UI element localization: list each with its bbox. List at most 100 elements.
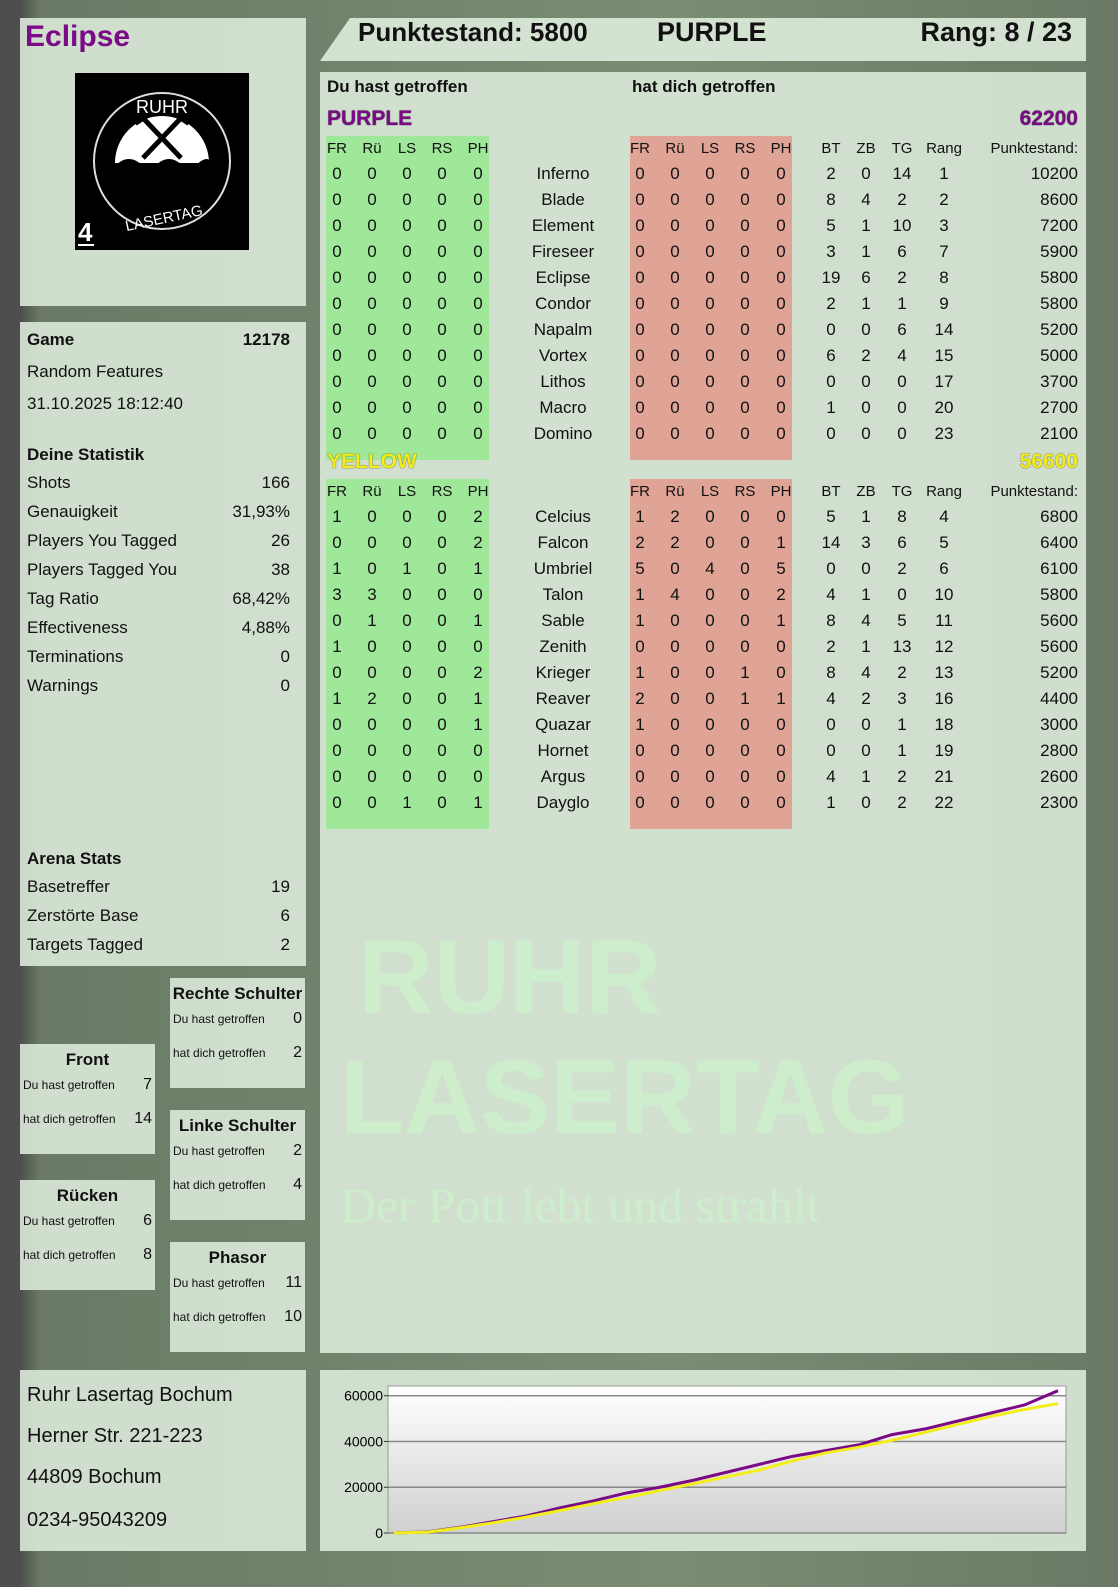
stat-value: 0 — [861, 164, 871, 183]
hit-by-count: 0 — [740, 507, 750, 526]
stat-value: 2 — [897, 559, 907, 578]
hit-count: 0 — [332, 611, 342, 630]
hit-by-count: 1 — [635, 585, 645, 604]
hit-by-count: 0 — [705, 663, 715, 682]
hit-count: 1 — [332, 559, 342, 578]
hit-count: 0 — [402, 216, 412, 235]
stat-value: 1 — [861, 767, 871, 786]
phone-number: 0234-95043209 — [27, 1509, 168, 1531]
stat-value: 19 — [821, 268, 841, 287]
hit-count: 0 — [332, 242, 342, 261]
y-tick-label: 60000 — [344, 1388, 383, 1404]
hit-count: 0 — [332, 320, 342, 339]
hit-by-count: 0 — [635, 320, 645, 339]
hit-count: 0 — [402, 268, 412, 287]
hit-by-count: 0 — [740, 424, 750, 443]
hit-count: 1 — [332, 637, 342, 656]
stat-value: 26 — [271, 531, 290, 550]
hit-count: 2 — [367, 689, 377, 708]
player-name: Eclipse — [25, 20, 131, 53]
hit-count: 0 — [437, 689, 447, 708]
stat-value: 14 — [892, 164, 912, 183]
col-header: Punktestand: — [990, 140, 1078, 157]
hit-by-count: 0 — [740, 611, 750, 630]
hit-count: 0 — [332, 346, 342, 365]
stat-value: 0 — [826, 372, 836, 391]
hit-by-count: 0 — [776, 767, 786, 786]
hit-count: 0 — [332, 793, 342, 812]
hit-by-count: 0 — [705, 216, 715, 235]
stat-value: 8 — [826, 190, 836, 209]
player-score: 5900 — [1040, 242, 1078, 261]
hit-by-count: 0 — [740, 398, 750, 417]
stat-value: 1 — [861, 585, 871, 604]
hit-count: 0 — [367, 663, 377, 682]
hit-by-count: 0 — [740, 190, 750, 209]
hit-by-column-bg — [630, 136, 792, 460]
hit-by-count: 0 — [740, 320, 750, 339]
zone-title: Phasor — [208, 1248, 267, 1267]
hit-count: 0 — [402, 611, 412, 630]
hit-count: 0 — [473, 190, 483, 209]
hit-by-count: 0 — [776, 190, 786, 209]
stat-value: 5 — [826, 216, 836, 235]
hit-by-count: 0 — [670, 320, 680, 339]
col-header: Rü — [362, 140, 382, 157]
player-score: 2100 — [1040, 424, 1078, 443]
stat-label: Shots — [27, 473, 71, 492]
hit-count: 0 — [402, 242, 412, 261]
address-line: Ruhr Lasertag Bochum — [27, 1384, 233, 1406]
col-header: RS — [431, 140, 453, 157]
player-name: Element — [531, 216, 595, 235]
hit-by-count: 0 — [635, 767, 645, 786]
arena-stat-label: Targets Tagged — [27, 935, 143, 954]
col-header: Punktestand: — [990, 483, 1078, 500]
arena-stat-value: 19 — [271, 877, 290, 896]
hit-count: 0 — [473, 320, 483, 339]
hit-by-count: 5 — [776, 559, 786, 578]
hit-by-count: 0 — [670, 294, 680, 313]
game-panel: Game 12178 Random Features 31.10.2025 18… — [20, 322, 306, 966]
player-score: 5800 — [1040, 585, 1078, 604]
zone-hit-value: 7 — [143, 1076, 152, 1093]
player-name: Fireseer — [531, 242, 595, 261]
hit-count: 0 — [473, 637, 483, 656]
stat-value: 0 — [280, 676, 290, 695]
zone-hit-by-label: hat dich getroffen — [173, 1310, 266, 1324]
hit-count: 0 — [402, 585, 412, 604]
hit-count: 0 — [437, 424, 447, 443]
player-score: 6100 — [1040, 559, 1078, 578]
stat-label: Tag Ratio — [27, 589, 99, 608]
stat-value: 4,88% — [241, 618, 290, 637]
team-name: PURPLE — [327, 107, 413, 130]
arena-stat-label: Basetreffer — [27, 877, 110, 896]
col-header: LS — [700, 140, 720, 157]
stat-value: 13 — [934, 663, 954, 682]
svg-text:LASERTAG: LASERTAG — [124, 202, 204, 235]
hit-by-count: 1 — [740, 689, 750, 708]
player-score: 2300 — [1040, 793, 1078, 812]
player-name: Reaver — [535, 689, 591, 708]
col-header: BT — [821, 483, 841, 500]
chart-panel: 0 20000 40000 60000 — [320, 1370, 1086, 1551]
hit-count: 0 — [402, 767, 412, 786]
score-heading: Punktestand: 5800 — [358, 17, 588, 47]
stat-value: 4 — [826, 689, 836, 708]
hit-by-count: 0 — [670, 611, 680, 630]
hit-count: 1 — [473, 689, 483, 708]
player-name: Talon — [542, 585, 584, 604]
hit-count: 0 — [367, 242, 377, 261]
stat-value: 4 — [826, 585, 836, 604]
hit-count: 3 — [367, 585, 377, 604]
stat-value: 68,42% — [232, 589, 290, 608]
hit-by-count: 0 — [740, 268, 750, 287]
col-header: LS — [397, 140, 417, 157]
zone-box-linke-schulter: Linke Schulter Du hast getroffen 2 hat dich… — [170, 1110, 305, 1220]
plot-area — [387, 1385, 1067, 1534]
stat-value: 1 — [939, 164, 949, 183]
hit-count: 0 — [367, 346, 377, 365]
hit-column-bg — [326, 479, 489, 829]
col-header: Rang — [926, 140, 962, 157]
hit-by-count: 0 — [776, 346, 786, 365]
stat-value: 0 — [861, 372, 871, 391]
